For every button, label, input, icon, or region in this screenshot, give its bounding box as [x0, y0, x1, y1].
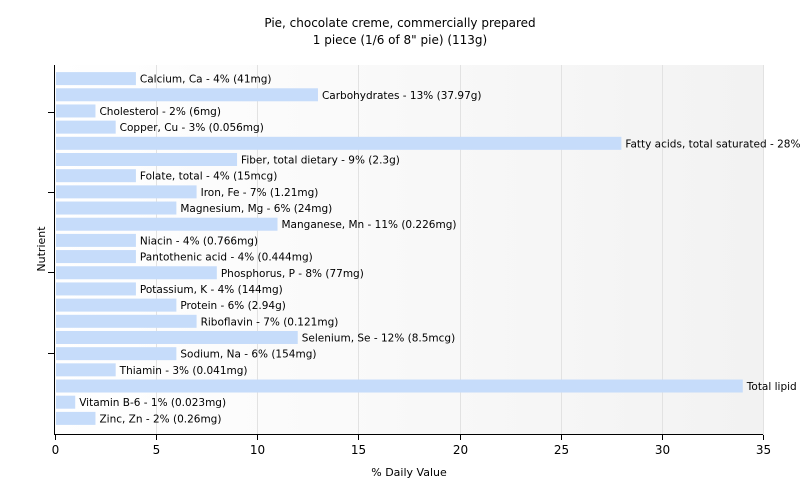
x-tick-label: 15 [351, 443, 366, 457]
bar [56, 250, 136, 264]
bar [56, 298, 177, 312]
bar-label: Potassium, K - 4% (144mg) [140, 284, 283, 296]
bar [56, 217, 278, 231]
x-tick-label: 5 [153, 443, 161, 457]
bar [56, 153, 238, 166]
chart-title: Pie, chocolate creme, commercially prepa… [264, 16, 535, 30]
bar-label: Calcium, Ca - 4% (41mg) [140, 74, 272, 86]
bar-label: Pantothenic acid - 4% (0.444mg) [140, 252, 313, 264]
x-tick-label: 0 [52, 443, 60, 457]
bar [56, 395, 76, 409]
chart-subtitle: 1 piece (1/6 of 8" pie) (113g) [313, 33, 487, 47]
bar [56, 169, 136, 183]
plot-area [55, 65, 763, 435]
bar [56, 282, 136, 296]
bar [56, 363, 116, 377]
bar-label: Riboflavin - 7% (0.121mg) [201, 316, 339, 328]
y-ticks-group [48, 112, 55, 354]
bar-label: Total lipid (fat) - 34% (21.92g) [746, 381, 800, 393]
bar [56, 201, 177, 215]
bar-label: Fiber, total dietary - 9% (2.3g) [241, 155, 400, 167]
bar-label: Thiamin - 3% (0.041mg) [119, 365, 248, 377]
bar-label: Fatty acids, total saturated - 28% (5.61… [625, 138, 800, 150]
bar-label: Iron, Fe - 7% (1.21mg) [201, 187, 319, 199]
bar [56, 314, 197, 328]
bar [56, 104, 96, 118]
bar-label: Phosphorus, P - 8% (77mg) [221, 268, 364, 280]
bar-label: Selenium, Se - 12% (8.5mcg) [302, 332, 455, 344]
bar-label: Carbohydrates - 13% (37.97g) [322, 90, 482, 102]
bar [56, 72, 136, 86]
grid-lines [156, 65, 764, 435]
bar-label: Cholesterol - 2% (6mg) [99, 106, 221, 118]
y-axis-label: Nutrient [35, 226, 48, 272]
bar [56, 330, 298, 344]
x-tick-label: 30 [655, 443, 670, 457]
bar [56, 379, 743, 393]
x-ticks-group: 0 5 10 15 20 25 30 35 [52, 435, 771, 457]
bar [56, 233, 136, 247]
bar-label: Zinc, Zn - 2% (0.26mg) [99, 413, 221, 425]
bar-label: Niacin - 4% (0.766mg) [140, 235, 258, 247]
bar [56, 185, 197, 199]
x-tick-label: 20 [453, 443, 468, 457]
bar-label: Protein - 6% (2.94g) [180, 300, 286, 312]
bar-label: Manganese, Mn - 11% (0.226mg) [282, 219, 457, 231]
bar-labels-group: Calcium, Ca - 4% (41mg) Carbohydrates - 1… [79, 74, 800, 426]
bar-label: Copper, Cu - 3% (0.056mg) [120, 122, 264, 134]
bar [56, 136, 622, 150]
bar [56, 120, 116, 134]
x-tick-label: 35 [756, 443, 771, 457]
bar-label: Sodium, Na - 6% (154mg) [180, 349, 316, 361]
bar [56, 347, 177, 361]
bar [56, 411, 96, 425]
bar-label: Folate, total - 4% (15mcg) [140, 171, 277, 183]
x-tick-label: 10 [250, 443, 265, 457]
bar-label: Magnesium, Mg - 6% (24mg) [180, 203, 332, 215]
x-axis-label: % Daily Value [371, 466, 447, 479]
x-tick-label: 25 [554, 443, 569, 457]
bar [56, 88, 318, 102]
bar [56, 266, 217, 280]
bar-label: Vitamin B-6 - 1% (0.023mg) [79, 397, 226, 409]
bars-group [56, 72, 743, 425]
